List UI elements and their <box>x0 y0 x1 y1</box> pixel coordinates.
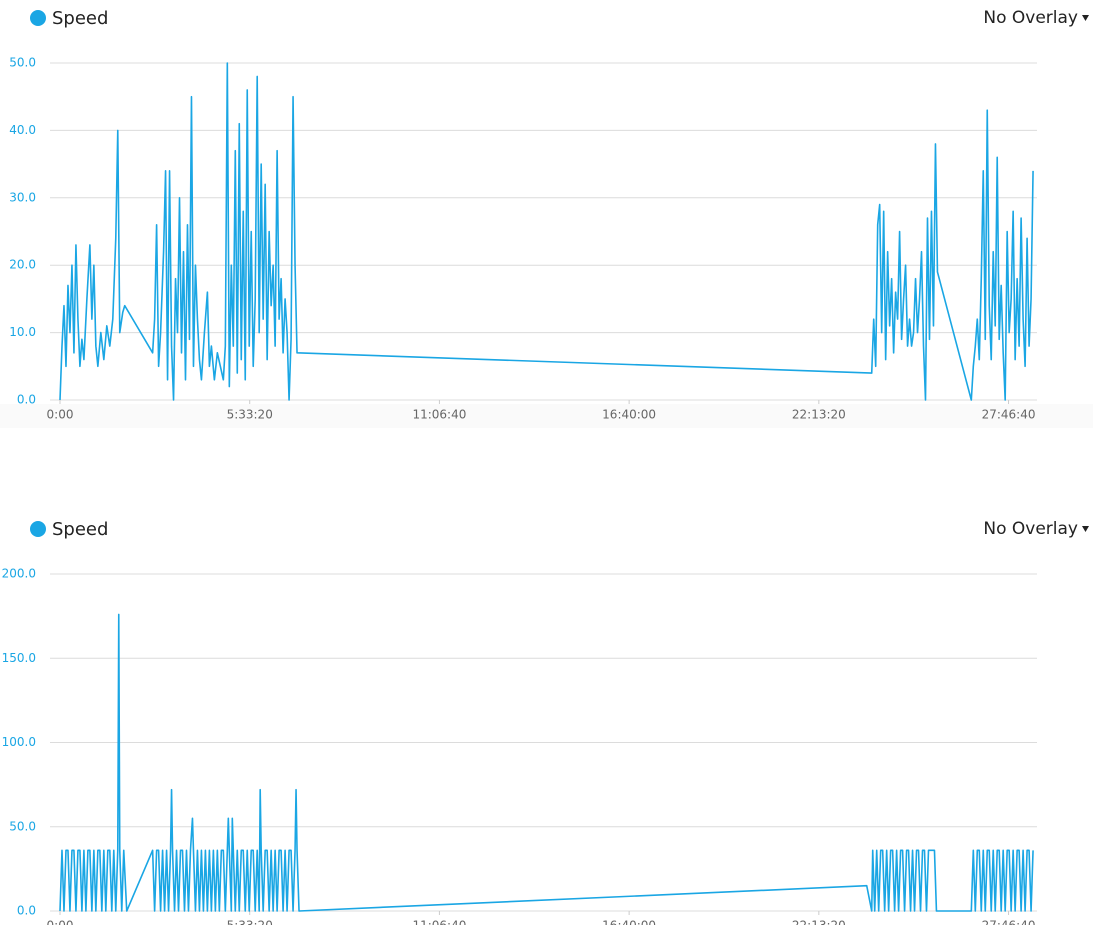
x-tick-label: 0:00 <box>47 408 74 422</box>
x-tick-label: 27:46:40 <box>982 919 1036 925</box>
speed-line <box>59 613 1034 912</box>
x-tick-label: 16:40:00 <box>602 919 656 925</box>
x-tick-label: 22:13:20 <box>792 408 846 422</box>
legend-label[interactable]: Speed <box>52 8 108 29</box>
x-tick-label: 27:46:40 <box>982 408 1036 422</box>
legend-label[interactable]: Speed <box>52 519 108 540</box>
y-tick-label: 40.0 <box>9 123 36 137</box>
y-tick-label: 200.0 <box>2 567 36 581</box>
axis-band <box>0 404 1093 428</box>
x-tick-label: 11:06:40 <box>412 919 466 925</box>
y-tick-label: 30.0 <box>9 190 36 204</box>
x-tick-label: 22:13:20 <box>792 919 846 925</box>
y-tick-label: 150.0 <box>2 651 36 665</box>
y-tick-label: 10.0 <box>9 325 36 339</box>
overlay-select[interactable]: No Overlay <box>983 519 1078 539</box>
y-tick-label: 50.0 <box>9 56 36 70</box>
y-tick-label: 50.0 <box>9 819 36 833</box>
y-tick-label: 0.0 <box>17 904 36 918</box>
x-tick-label: 5:33:20 <box>227 919 273 925</box>
overlay-select[interactable]: No Overlay <box>983 8 1078 28</box>
dropdown-arrow <box>1082 15 1089 21</box>
y-tick-label: 0.0 <box>17 393 36 407</box>
legend-dot <box>30 521 46 537</box>
y-tick-label: 100.0 <box>2 735 36 749</box>
speed-line <box>59 62 1034 401</box>
legend-dot <box>30 10 46 26</box>
y-tick-label: 20.0 <box>9 258 36 272</box>
x-tick-label: 5:33:20 <box>227 408 273 422</box>
x-tick-label: 0:00 <box>47 919 74 925</box>
dropdown-arrow <box>1082 526 1089 532</box>
x-tick-label: 16:40:00 <box>602 408 656 422</box>
x-tick-label: 11:06:40 <box>412 408 466 422</box>
